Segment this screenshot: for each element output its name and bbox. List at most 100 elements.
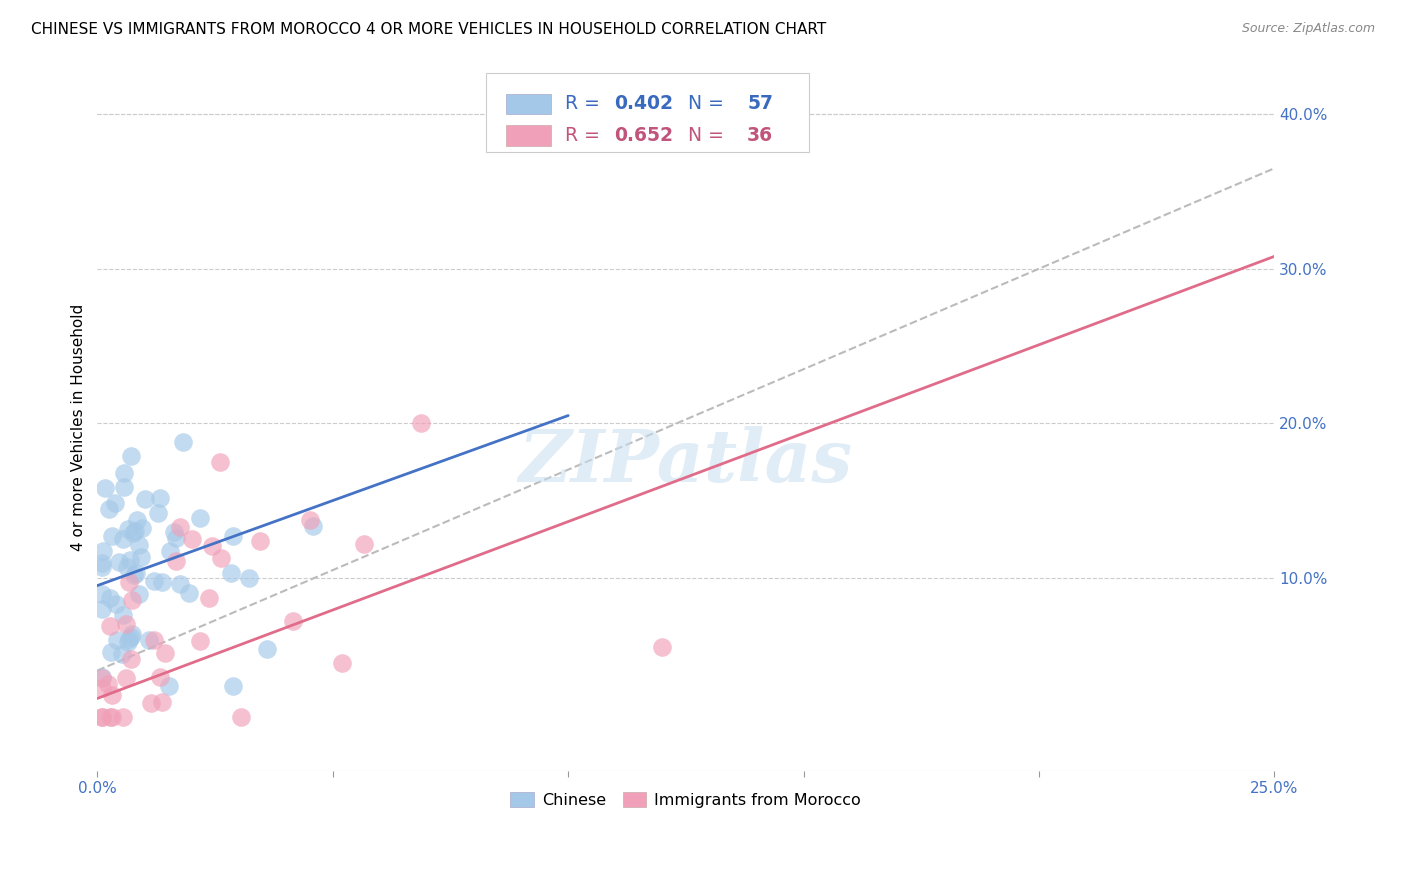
Text: CHINESE VS IMMIGRANTS FROM MOROCCO 4 OR MORE VEHICLES IN HOUSEHOLD CORRELATION C: CHINESE VS IMMIGRANTS FROM MOROCCO 4 OR … <box>31 22 827 37</box>
FancyBboxPatch shape <box>485 73 810 152</box>
Point <box>122 568 145 582</box>
Point <box>101 529 124 543</box>
Point <box>98 591 121 606</box>
Text: 36: 36 <box>747 126 773 145</box>
Point <box>165 532 187 546</box>
Point <box>120 630 142 644</box>
Point <box>91 556 114 570</box>
Text: 0.402: 0.402 <box>614 95 673 113</box>
Point <box>125 566 148 580</box>
Point <box>112 480 135 494</box>
Point <box>163 524 186 539</box>
Point <box>114 617 136 632</box>
Point <box>118 632 141 646</box>
Point <box>101 710 124 724</box>
Point <box>91 670 114 684</box>
Text: N =: N = <box>676 126 730 145</box>
Point <box>117 522 139 536</box>
Point <box>129 550 152 565</box>
Point <box>131 521 153 535</box>
Y-axis label: 4 or more Vehicles in Household: 4 or more Vehicles in Household <box>72 303 86 550</box>
Point <box>104 598 127 612</box>
Point <box>353 537 375 551</box>
Point <box>142 633 165 648</box>
Text: Source: ZipAtlas.com: Source: ZipAtlas.com <box>1241 22 1375 36</box>
Point <box>256 641 278 656</box>
Point <box>169 577 191 591</box>
Point <box>198 591 221 605</box>
Point <box>97 502 120 516</box>
Point <box>125 513 148 527</box>
Point <box>302 518 325 533</box>
Point <box>143 574 166 589</box>
Point <box>91 543 114 558</box>
FancyBboxPatch shape <box>506 94 551 114</box>
Point <box>141 697 163 711</box>
Point <box>112 532 135 546</box>
Point <box>91 559 114 574</box>
Point <box>134 491 156 506</box>
Point <box>112 608 135 623</box>
Point <box>249 534 271 549</box>
Point <box>91 587 114 601</box>
Point <box>238 571 260 585</box>
Point <box>107 555 129 569</box>
Point <box>121 592 143 607</box>
Point <box>98 619 121 633</box>
Point <box>94 481 117 495</box>
Point <box>188 511 211 525</box>
Legend: Chinese, Immigrants from Morocco: Chinese, Immigrants from Morocco <box>505 786 868 814</box>
Point <box>121 626 143 640</box>
Point <box>105 633 128 648</box>
Point <box>118 552 141 566</box>
Point <box>128 539 150 553</box>
Point <box>209 551 232 566</box>
Point <box>128 586 150 600</box>
Point <box>219 566 242 581</box>
Point <box>409 417 432 431</box>
Point <box>118 574 141 589</box>
Point <box>98 710 121 724</box>
Point <box>222 679 245 693</box>
Point <box>172 435 194 450</box>
Point <box>111 647 134 661</box>
Point <box>180 532 202 546</box>
Point <box>146 506 169 520</box>
Point <box>165 554 187 568</box>
Point <box>155 646 177 660</box>
FancyBboxPatch shape <box>506 125 551 146</box>
Text: ZIPatlas: ZIPatlas <box>519 426 853 497</box>
Point <box>299 513 322 527</box>
Point <box>91 710 114 724</box>
Point <box>91 671 114 685</box>
Point <box>138 633 160 648</box>
Point <box>150 695 173 709</box>
Text: 57: 57 <box>747 95 773 113</box>
Point <box>91 681 114 695</box>
Point <box>91 710 114 724</box>
Point <box>124 524 146 538</box>
Point <box>281 614 304 628</box>
Point <box>114 467 136 481</box>
Text: 0.652: 0.652 <box>614 126 673 145</box>
Point <box>229 710 252 724</box>
Point <box>100 689 122 703</box>
Point <box>188 633 211 648</box>
Point <box>122 525 145 540</box>
Point <box>100 645 122 659</box>
Point <box>330 657 353 671</box>
Point <box>179 586 201 600</box>
Point <box>115 671 138 685</box>
Point <box>120 652 142 666</box>
Point <box>117 634 139 648</box>
Point <box>120 450 142 464</box>
Point <box>112 710 135 724</box>
Point <box>159 544 181 558</box>
Point <box>208 455 231 469</box>
Point <box>200 539 222 553</box>
Point <box>104 496 127 510</box>
Point <box>150 574 173 589</box>
Point <box>117 559 139 574</box>
Point <box>97 677 120 691</box>
Point <box>149 670 172 684</box>
